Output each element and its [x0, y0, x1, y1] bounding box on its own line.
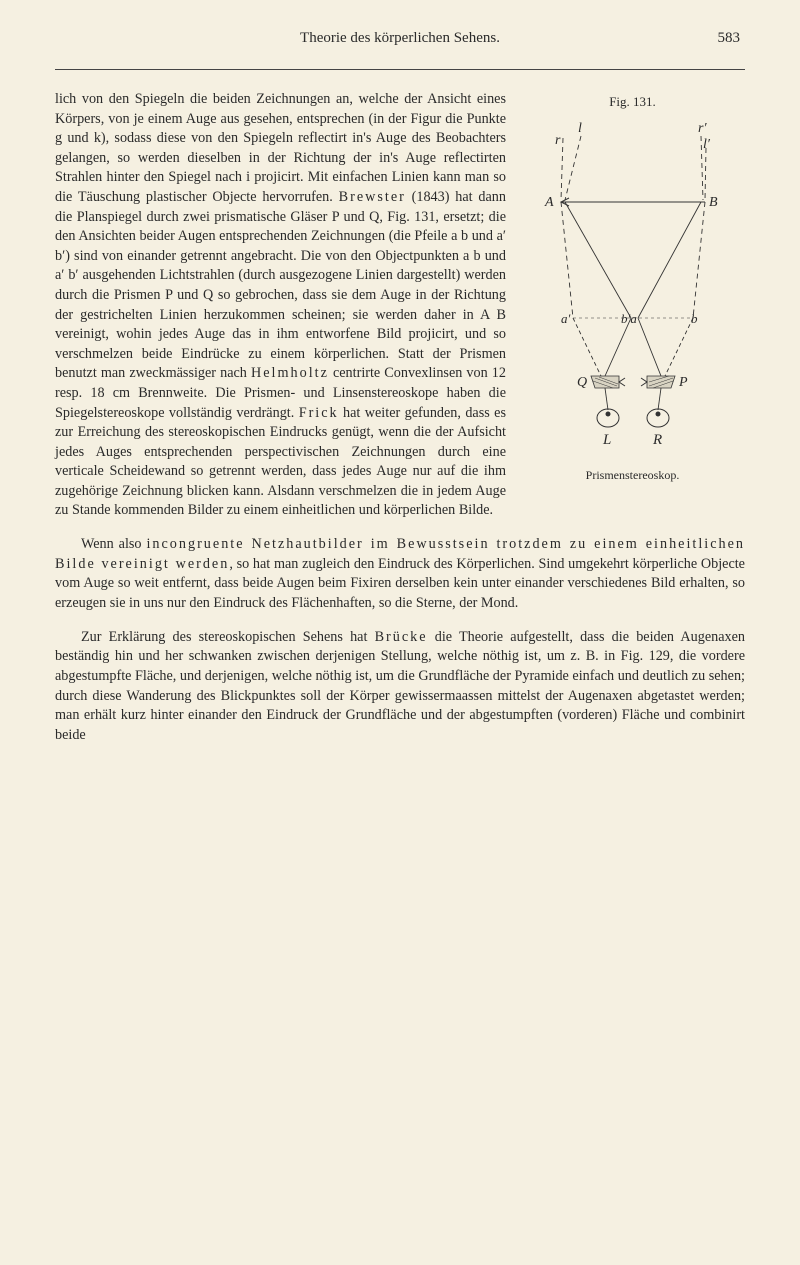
- label-A: A: [544, 195, 554, 210]
- label-b: b: [691, 311, 698, 326]
- p3c: die Theorie aufgestellt, dass die beiden…: [55, 629, 745, 743]
- figure-131: Fig. 131. l r r′ l′ A B: [520, 94, 745, 483]
- ray-b-P: [665, 318, 693, 376]
- label-r-prime: r′: [698, 121, 707, 136]
- page: Theorie des körperlichen Sehens. 583 Fig…: [0, 0, 800, 791]
- ray-cross-P: [638, 318, 661, 376]
- eye-R-pupil: [655, 412, 660, 417]
- p1d: Helmholtz: [251, 365, 329, 381]
- label-L: L: [602, 432, 611, 448]
- label-l: l: [578, 121, 582, 136]
- p1c: (1843) hat dann die Planspiegel durch zw…: [55, 189, 506, 381]
- p1f: Frick: [299, 405, 339, 421]
- ray-aprime-Q: [573, 318, 601, 376]
- p1a: lich von den Spiegeln die beiden Zeichnu…: [55, 91, 506, 205]
- p1g: hat weiter gefunden, dass es zur Erreich…: [55, 405, 506, 519]
- label-Q: Q: [577, 375, 587, 390]
- label-r: r: [555, 133, 561, 148]
- header-spacer: [60, 30, 100, 47]
- line-lprime-B: [705, 148, 706, 200]
- ray-P-R: [658, 388, 661, 410]
- line-A-cross: [565, 202, 631, 318]
- p2a: Wenn also: [81, 536, 146, 552]
- label-bprime-a: b′a: [621, 311, 637, 326]
- figure-svg: l r r′ l′ A B a′ b′a b: [523, 118, 743, 458]
- running-header: Theorie des körperlichen Sehens. 583: [55, 30, 745, 47]
- label-a-prime: a′: [561, 311, 571, 326]
- p3a: Zur Erklärung des stereoskopischen Sehen…: [81, 629, 375, 645]
- eye-L-pupil: [605, 412, 610, 417]
- line-B-b: [693, 202, 705, 318]
- ray-cross-Q: [605, 318, 631, 376]
- arrow-Q: [619, 378, 625, 386]
- line-B-cross: [638, 202, 701, 318]
- ray-Q-L: [605, 388, 608, 410]
- line-r-A: [561, 138, 563, 200]
- paragraph-2: Wenn also incongruente Netzhautbilder im…: [55, 535, 745, 613]
- label-P: P: [678, 375, 688, 390]
- label-B: B: [709, 195, 718, 210]
- line-l-A: [565, 136, 581, 200]
- header-page-number: 583: [700, 30, 740, 47]
- header-rule: [55, 69, 745, 70]
- label-l-prime: l′: [703, 137, 711, 152]
- arrow-P: [641, 378, 647, 386]
- label-R: R: [652, 432, 662, 448]
- p3b: Brücke: [375, 629, 428, 645]
- line-A-aprime: [561, 202, 573, 318]
- figure-caption-bottom: Prismenstereoskop.: [520, 468, 745, 483]
- header-title: Theorie des körperlichen Sehens.: [100, 30, 700, 47]
- p1b: Brewster: [339, 189, 406, 205]
- paragraph-3: Zur Erklärung des stereoskopischen Sehen…: [55, 628, 745, 746]
- figure-caption-top: Fig. 131.: [520, 94, 745, 110]
